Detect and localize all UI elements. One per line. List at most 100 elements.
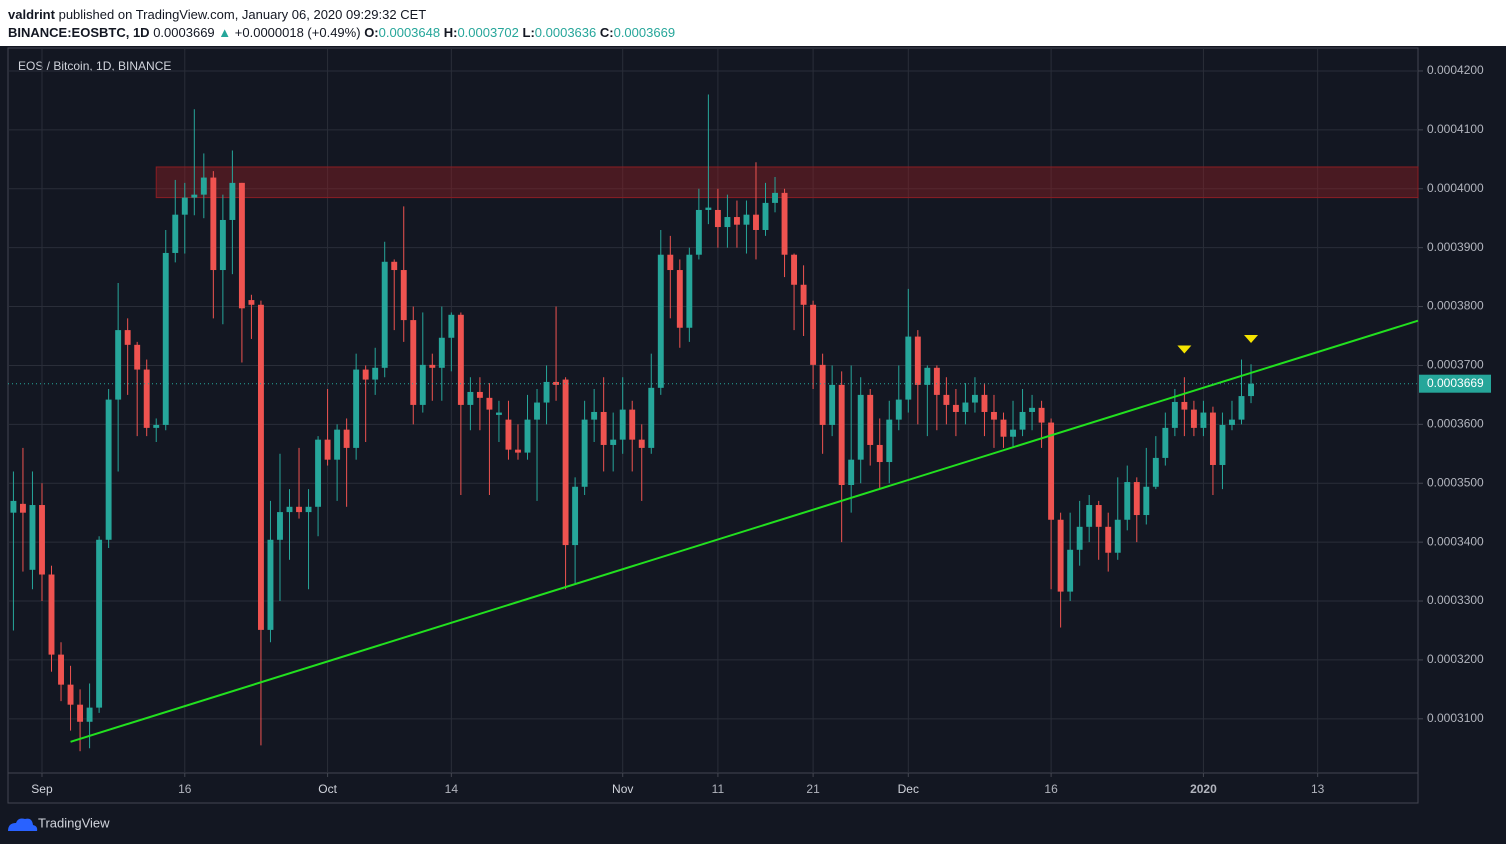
- candle-body: [48, 574, 55, 655]
- candle-body: [505, 419, 512, 450]
- candle-body: [1171, 401, 1178, 428]
- candle-body: [1143, 486, 1150, 516]
- candle-body: [762, 202, 769, 230]
- candle-body: [334, 429, 341, 460]
- candle-body: [572, 486, 579, 546]
- candle-body: [495, 412, 502, 415]
- candle-body: [753, 214, 759, 230]
- y-tick-label: 0.0003400: [1427, 534, 1484, 548]
- candle-body: [343, 429, 350, 448]
- x-tick-label: 14: [445, 782, 459, 796]
- y-tick-label: 0.0004200: [1427, 63, 1484, 77]
- candle-body: [191, 194, 198, 198]
- y-tick-label: 0.0003300: [1427, 593, 1484, 607]
- candle-body: [1114, 519, 1121, 553]
- candle-body: [10, 500, 17, 513]
- l-label: L:: [522, 25, 535, 40]
- candle-body: [591, 411, 598, 420]
- candle-body: [476, 391, 483, 398]
- y-tick-label: 0.0004000: [1427, 181, 1484, 195]
- symbol: BINANCE:EOSBTC, 1D: [8, 25, 150, 40]
- candle-body: [705, 207, 712, 210]
- x-tick-label: 16: [178, 782, 192, 796]
- candle-body: [1133, 482, 1140, 516]
- candle-body: [743, 214, 750, 225]
- candle-body: [181, 197, 188, 215]
- candle-body: [581, 419, 588, 487]
- logo: TradingView: [8, 815, 110, 831]
- candle-body: [19, 503, 26, 513]
- x-tick-label: Dec: [898, 782, 919, 796]
- candle-body: [838, 384, 845, 486]
- x-tick-label: 11: [712, 782, 725, 796]
- candle-body: [1076, 526, 1083, 550]
- candle-body: [200, 177, 207, 195]
- candle-body: [515, 449, 521, 453]
- candle-body: [914, 336, 921, 385]
- candle-body: [1219, 424, 1226, 465]
- marker: [1244, 334, 1259, 343]
- candle-body: [391, 261, 398, 271]
- candle-body: [162, 252, 169, 425]
- candle-body: [781, 192, 788, 255]
- candle-body: [933, 367, 940, 395]
- candle-body: [686, 254, 693, 328]
- candle-body: [791, 254, 798, 285]
- y-tick-label: 0.0003700: [1427, 358, 1484, 372]
- x-tick-label: Nov: [612, 782, 633, 796]
- x-tick-label: 2020: [1190, 782, 1217, 796]
- candle-body: [229, 182, 236, 220]
- candle-body: [29, 505, 36, 570]
- candle-body: [1238, 396, 1245, 420]
- candle-body: [962, 402, 969, 412]
- arrow: ▲: [218, 25, 232, 40]
- candle-body: [952, 404, 959, 412]
- candle-body: [800, 284, 807, 305]
- candle-body: [1095, 505, 1102, 527]
- candle-body: [438, 337, 445, 368]
- candle-body: [848, 459, 855, 486]
- candle-body: [467, 391, 474, 405]
- candle-body: [448, 314, 455, 338]
- candle-body: [629, 409, 636, 440]
- o-label: O:: [364, 25, 379, 40]
- c-value: 0.0003669: [613, 25, 676, 40]
- candle-body: [1248, 383, 1254, 397]
- candle-body: [733, 217, 740, 225]
- candle-body: [1029, 407, 1036, 412]
- candle-body: [867, 394, 874, 445]
- candle-body: [810, 304, 817, 365]
- candle-body: [1038, 407, 1045, 423]
- candle-body: [105, 399, 112, 540]
- candle-body: [39, 505, 45, 575]
- candle-body: [657, 254, 664, 388]
- candle-body: [600, 411, 607, 445]
- x-tick-label: 16: [1044, 782, 1058, 796]
- change: +0.0000018 (+0.49%): [234, 25, 361, 40]
- published: published on TradingView.com, January 06…: [58, 7, 427, 22]
- candle-body: [943, 394, 950, 405]
- candle-body: [1067, 549, 1074, 592]
- candle-body: [667, 254, 674, 271]
- author: valdrint: [8, 7, 55, 22]
- l-value: 0.0003636: [534, 25, 597, 40]
- candle-body: [400, 270, 407, 321]
- candle-body: [248, 300, 255, 305]
- candle-body: [991, 411, 997, 420]
- x-tick-label: Oct: [318, 782, 337, 796]
- candle-body: [619, 409, 626, 440]
- candle-body: [372, 367, 379, 380]
- candle-body: [457, 314, 464, 405]
- y-tick-label: 0.0003900: [1427, 240, 1484, 254]
- candle-body: [524, 419, 531, 453]
- candle-body: [1010, 429, 1016, 437]
- candle-body: [981, 394, 988, 412]
- candle-body: [1105, 526, 1112, 553]
- candle-body: [1019, 411, 1026, 430]
- candle-body: [648, 387, 655, 448]
- price: 0.0003669: [153, 25, 215, 40]
- candle-body: [1181, 401, 1188, 410]
- candle-body: [1190, 409, 1197, 428]
